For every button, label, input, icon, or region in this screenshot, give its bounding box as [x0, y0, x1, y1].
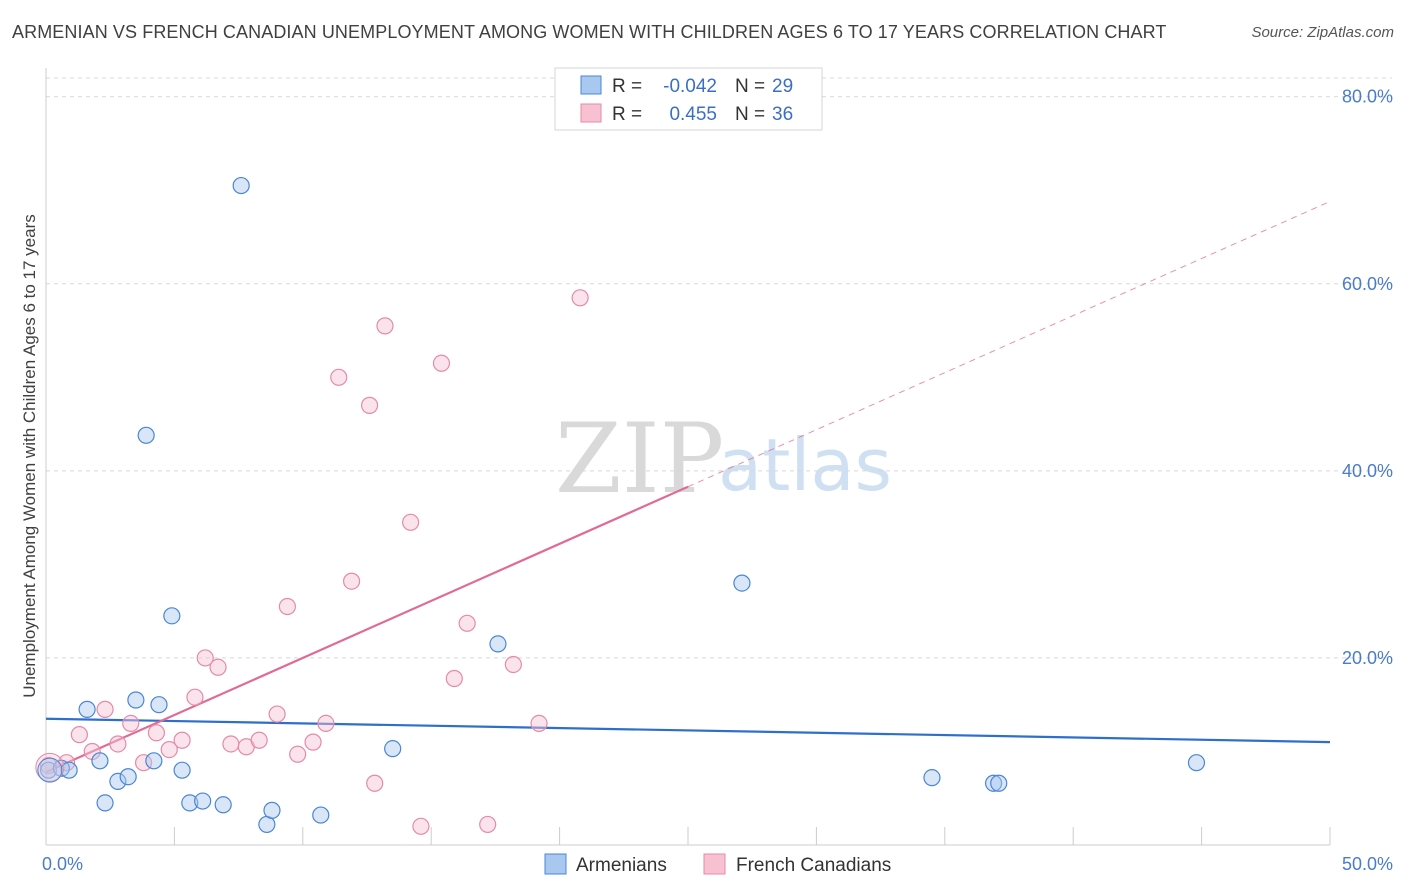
- french-canadian-point: [122, 714, 140, 733]
- french-canadian-point: [209, 658, 227, 676]
- armenian-point: [60, 761, 78, 779]
- french-canadian-point: [70, 726, 88, 744]
- watermark-zip: ZIP: [555, 403, 724, 515]
- french-canadian-point: [304, 733, 322, 751]
- cluster-point: [37, 757, 63, 783]
- armenian-point: [109, 772, 127, 790]
- french-canadian-point: [366, 774, 384, 792]
- legend-swatch-armenians: [580, 75, 602, 95]
- french-canadian-trend-extension: [687, 201, 1331, 488]
- armenian-point: [173, 761, 191, 779]
- french-canadian-point: [571, 289, 589, 307]
- french-canadian-point: [109, 735, 127, 753]
- series-legend-swatch-armenians: [544, 853, 567, 875]
- legend-n-label-french-canadians: N =: [735, 104, 765, 125]
- y-tick-label: 60.0%: [1342, 274, 1393, 294]
- french-canadian-point: [530, 714, 548, 733]
- french-canadian-point: [268, 705, 286, 723]
- armenian-point: [733, 574, 751, 592]
- french-canadian-point: [402, 513, 420, 531]
- watermark: ZIP atlas: [555, 403, 892, 515]
- armenian-point: [489, 635, 507, 653]
- legend-n-value-armenians: 29: [772, 76, 793, 97]
- armenian-point: [181, 794, 199, 812]
- series-legend-swatch-french-canadians: [703, 853, 726, 875]
- french-canadian-point: [289, 745, 307, 763]
- french-canadian-point: [147, 724, 166, 742]
- french-canadian-point: [479, 815, 497, 834]
- axes: [45, 68, 1331, 846]
- french-canadian-point: [173, 731, 191, 749]
- y-tick-label: 20.0%: [1342, 648, 1393, 668]
- french-canadian-point: [376, 317, 394, 335]
- legend-r-label-french-canadians: R =: [612, 104, 642, 125]
- armenian-point: [194, 792, 212, 810]
- french-canadian-trend-line: [45, 485, 689, 774]
- trend-lines: [45, 201, 1331, 774]
- armenian-point: [78, 700, 96, 718]
- armenian-point: [91, 752, 109, 770]
- correlation-legend: R = -0.042 N = 29 R = 0.455 N = 36: [554, 67, 823, 131]
- french-canadian-point: [504, 655, 522, 674]
- gridlines: [46, 77, 1392, 659]
- x-tick-label: 50.0%: [1342, 854, 1393, 874]
- french-canadian-point: [160, 740, 178, 759]
- french-canadian-point: [317, 714, 335, 733]
- y-axis-label: Unemployment Among Women with Children A…: [20, 214, 39, 698]
- french-canadian-point: [360, 396, 379, 414]
- chart-title: ARMENIAN VS FRENCH CANADIAN UNEMPLOYMENT…: [12, 22, 1167, 42]
- armenian-point: [163, 607, 181, 625]
- armenian-point: [145, 752, 163, 770]
- armenian-point: [263, 801, 281, 819]
- armenian-point: [312, 806, 330, 824]
- x-tick-label: 0.0%: [42, 854, 83, 874]
- armenian-trend-line: [45, 717, 1331, 744]
- armenian-point: [923, 769, 941, 787]
- armenian-point: [127, 691, 145, 709]
- series-legend-label-french-canadians: French Canadians: [736, 855, 891, 876]
- y-tick-label: 40.0%: [1342, 461, 1393, 481]
- armenian-point: [96, 794, 114, 812]
- french-canadian-point: [222, 735, 240, 753]
- legend-n-value-french-canadians: 36: [772, 104, 793, 125]
- watermark-atlas: atlas: [718, 423, 892, 507]
- armenian-point: [990, 774, 1008, 792]
- french-canadian-point: [186, 688, 204, 706]
- x-tick-labels: 0.0% 50.0%: [42, 854, 1393, 874]
- legend-r-label-armenians: R =: [612, 76, 642, 97]
- french-canadian-point: [278, 597, 296, 616]
- armenian-point: [214, 796, 232, 814]
- french-canadian-point: [412, 817, 430, 835]
- french-canadian-point: [196, 649, 214, 667]
- series-legend-label-armenians: Armenians: [576, 855, 667, 876]
- armenian-point: [119, 768, 137, 786]
- french-canadian-point: [250, 731, 268, 749]
- legend-r-value-french-canadians: 0.455: [669, 104, 717, 125]
- legend-r-value-armenians: -0.042: [663, 76, 717, 97]
- french-canadian-point: [39, 756, 58, 775]
- legend-swatch-french-canadians: [580, 103, 602, 123]
- armenian-point: [232, 176, 250, 195]
- y-tick-labels: 20.0% 40.0% 60.0% 80.0%: [1342, 87, 1393, 668]
- data-points: [35, 176, 1206, 835]
- armenian-point: [384, 740, 402, 758]
- armenian-point: [984, 774, 1003, 792]
- french-canadian-point: [330, 368, 348, 386]
- source-credit: Source: ZipAtlas.com: [1251, 24, 1394, 41]
- y-tick-label: 80.0%: [1342, 87, 1393, 107]
- french-canadian-point: [432, 354, 451, 372]
- armenian-point: [39, 761, 58, 779]
- french-canadian-point: [342, 572, 361, 590]
- series-legend: Armenians French Canadians: [544, 853, 891, 876]
- armenian-point: [1187, 754, 1206, 772]
- french-canadian-point: [445, 669, 463, 688]
- french-canadian-point: [96, 700, 114, 718]
- legend-n-label-armenians: N =: [735, 76, 765, 97]
- french-canadian-point: [458, 614, 476, 632]
- armenian-point: [150, 696, 168, 714]
- armenian-point: [137, 426, 155, 444]
